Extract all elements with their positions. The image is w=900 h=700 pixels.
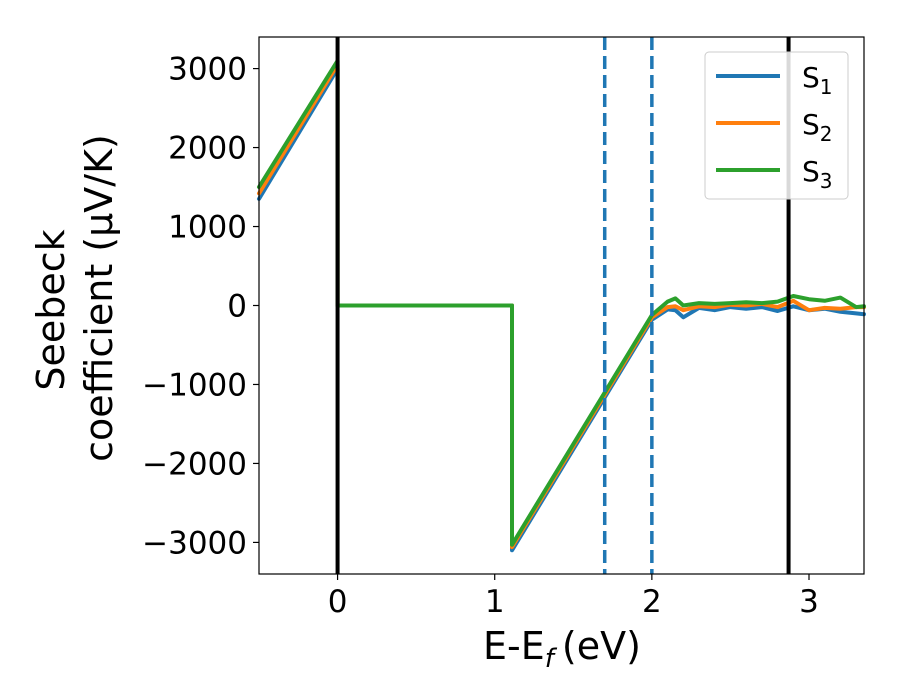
axis-ticks: 0 1 2 3 3000 2000 1000 0 −1000 −2000 −3000 bbox=[142, 52, 819, 620]
x-tick-label: 2 bbox=[642, 584, 662, 620]
series-line-s3 bbox=[257, 58, 866, 547]
legend-box bbox=[704, 51, 849, 200]
x-axis-title: E-Ef (eV) bbox=[483, 624, 641, 674]
x-tick-label: 3 bbox=[799, 584, 819, 620]
legend: S1 S2 S3 bbox=[704, 51, 849, 200]
x-axis-title-unit: (eV) bbox=[562, 624, 641, 668]
plot-area bbox=[257, 37, 866, 574]
y-axis-title-line2: coefficient (μV/K) bbox=[77, 134, 121, 462]
x-axis-title-main: E-E bbox=[483, 624, 545, 668]
legend-label-s2: S2 bbox=[802, 108, 833, 146]
y-tick-label: 3000 bbox=[168, 52, 247, 88]
x-axis-title-sub: f bbox=[545, 644, 558, 674]
y-tick-label: −1000 bbox=[142, 367, 247, 403]
y-tick-label: −3000 bbox=[142, 525, 247, 561]
y-tick-label: 1000 bbox=[168, 210, 247, 246]
y-tick-label: 2000 bbox=[168, 131, 247, 167]
y-tick-label: 0 bbox=[227, 289, 247, 325]
x-tick-label: 1 bbox=[485, 584, 505, 620]
x-tick-label: 0 bbox=[328, 584, 348, 620]
legend-label-s3: S3 bbox=[802, 155, 833, 193]
y-axis-title-line1: Seebeck bbox=[29, 229, 73, 390]
legend-label-s1: S1 bbox=[802, 61, 833, 99]
y-tick-label: −2000 bbox=[142, 446, 247, 482]
